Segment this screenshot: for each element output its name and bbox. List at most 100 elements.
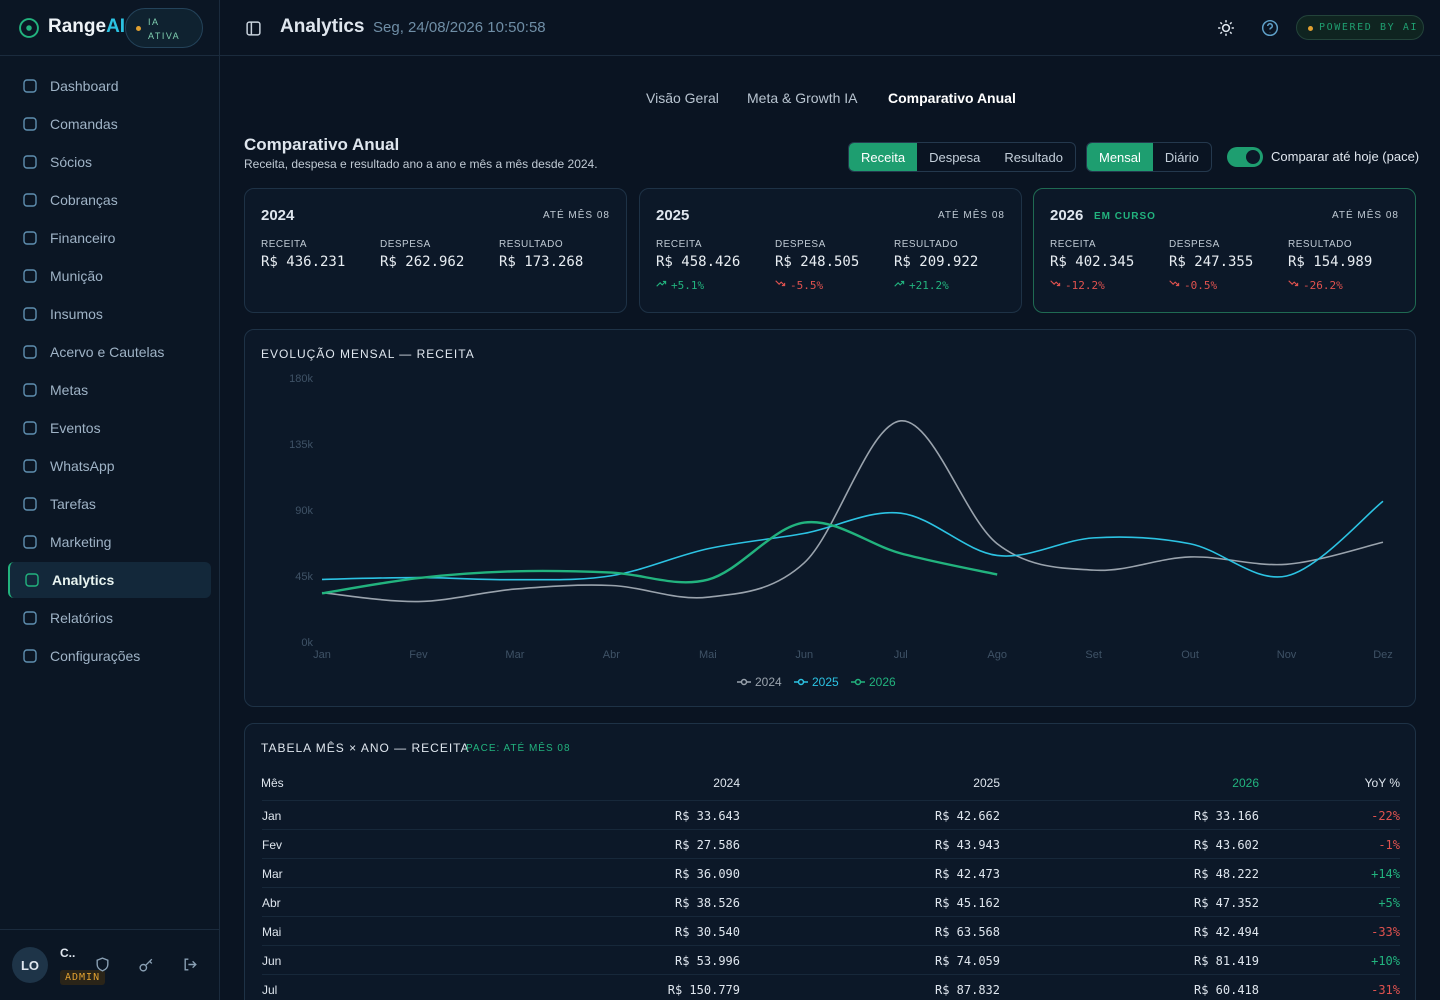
pace-switch[interactable] — [1227, 147, 1263, 167]
column-header: 2025 — [973, 776, 1000, 790]
icon — [23, 269, 37, 283]
icon — [1050, 280, 1061, 287]
metric-value: R$ 173.268 — [499, 254, 584, 270]
brand: RangeAI — [48, 16, 125, 38]
icon — [23, 193, 37, 207]
nav-item[interactable]: Insumos — [8, 296, 211, 332]
x-tick-label: Mar — [505, 649, 524, 661]
icon — [894, 280, 905, 287]
nav-item[interactable]: Marketing — [8, 524, 211, 560]
nav-item[interactable]: Acervo e Cautelas — [8, 334, 211, 370]
y-tick-label: 180k — [289, 373, 313, 385]
help-button[interactable] — [1261, 19, 1279, 42]
table-row: Jan R$ 33.643 R$ 42.662 R$ 33.166 -22% — [262, 800, 1400, 829]
legend-label: 2024 — [755, 675, 782, 689]
table-cell: -31% — [1371, 983, 1400, 997]
icon — [1169, 280, 1180, 287]
nav-item[interactable]: Dashboard — [8, 68, 211, 104]
chart-title: EVOLUÇÃO MENSAL — RECEITA — [261, 347, 475, 361]
nav-item[interactable]: Tarefas — [8, 486, 211, 522]
switch-knob — [1246, 150, 1260, 164]
main: Visão Geral Meta & Growth IA Comparativo A… — [220, 56, 1440, 1000]
user-action[interactable] — [182, 956, 199, 978]
x-tick-label: Jul — [894, 649, 908, 661]
nav-item[interactable]: Configurações — [8, 638, 211, 674]
tab[interactable]: Meta & Growth IA — [747, 90, 858, 106]
nav-item[interactable]: Munição — [8, 258, 211, 294]
ai-dot — [1308, 26, 1313, 31]
table-row: Abr R$ 38.526 R$ 45.162 R$ 47.352 +5% — [262, 887, 1400, 916]
metric-label: DESPESA — [775, 239, 826, 250]
x-tick-label: Mai — [699, 649, 717, 661]
icon — [184, 958, 197, 971]
nav-item[interactable]: WhatsApp — [8, 448, 211, 484]
icon — [23, 383, 37, 397]
y-tick-label: 45k — [295, 571, 313, 583]
nav-item[interactable]: Sócios — [8, 144, 211, 180]
metric-option[interactable]: Despesa — [929, 149, 981, 165]
nav-item[interactable]: Cobranças — [8, 182, 211, 218]
theme-button[interactable] — [1217, 19, 1235, 42]
series-line — [321, 520, 998, 595]
metric-option[interactable]: Resultado — [1004, 149, 1063, 165]
table-panel: TABELA MÊS × ANO — RECEITA PACE: ATÉ MÊS … — [244, 723, 1416, 1000]
nav-label: Marketing — [50, 534, 112, 550]
nav-item[interactable]: Relatórios — [8, 600, 211, 636]
user-name: C.. — [60, 946, 76, 960]
icon — [775, 280, 786, 287]
user-action[interactable] — [94, 956, 111, 978]
nav-label: Eventos — [50, 420, 101, 436]
nav-item[interactable]: Metas — [8, 372, 211, 408]
tab[interactable]: Comparativo Anual — [888, 90, 1016, 106]
nav-label: WhatsApp — [50, 458, 115, 474]
metric-value: R$ 247.355 — [1169, 254, 1254, 270]
metric-change: -26.2% — [1288, 278, 1343, 292]
table-cell: R$ 48.222 — [1193, 867, 1259, 881]
table-cell: R$ 27.586 — [674, 838, 740, 852]
card-period: ATÉ MÊS 08 — [1331, 210, 1399, 221]
table-cell: +5% — [1378, 896, 1400, 910]
nav-item[interactable]: Eventos — [8, 410, 211, 446]
metric-label: RESULTADO — [1288, 239, 1353, 250]
period-option[interactable]: Diário — [1164, 149, 1199, 165]
nav-item[interactable]: Comandas — [8, 106, 211, 142]
x-tick-label: Jun — [795, 649, 813, 661]
table-cell: Mar — [262, 867, 283, 881]
year-card: 2026 EM CURSO ATÉ MÊS 08 RECEITA R$ 402.345 -… — [1033, 188, 1416, 313]
metric-option[interactable]: Receita — [849, 143, 918, 171]
nav-label: Comandas — [50, 116, 118, 132]
change-text: -12.2% — [1065, 279, 1105, 292]
metric-label: RECEITA — [656, 239, 703, 250]
metric-change: -12.2% — [1050, 278, 1105, 292]
nav-item[interactable]: Analytics — [8, 562, 211, 598]
table-cell: R$ 38.526 — [674, 896, 740, 910]
table-row: Mai R$ 30.540 R$ 63.568 R$ 42.494 -33% — [262, 916, 1400, 945]
nav-label: Configurações — [50, 648, 141, 664]
x-tick-label: Ago — [987, 649, 1007, 661]
status-badge: IA ATIVA — [125, 8, 203, 48]
card-period: ATÉ MÊS 08 — [542, 210, 610, 221]
table-cell: -33% — [1371, 925, 1400, 939]
table-cell: R$ 45.162 — [934, 896, 1000, 910]
nav-label: Analytics — [52, 572, 115, 588]
icon — [139, 958, 153, 972]
legend-label: 2025 — [812, 675, 839, 689]
period-option[interactable]: Mensal — [1087, 143, 1153, 171]
year-card: 2024 ATÉ MÊS 08 RECEITA R$ 436.231 DESPESA R$… — [244, 188, 627, 313]
logo — [18, 17, 40, 44]
table-cell: R$ 63.568 — [934, 925, 1000, 939]
sidebar-toggle[interactable] — [245, 20, 262, 42]
column-header: 2026 — [1232, 776, 1259, 790]
icon — [25, 573, 39, 587]
nav-item[interactable]: Financeiro — [8, 220, 211, 256]
table-header: Mês 2024 2025 2026 YoY % — [245, 768, 1415, 797]
icon — [23, 231, 37, 245]
section-subtitle: Receita, despesa e resultado ano a ano e… — [244, 157, 598, 171]
metric-change: -0.5% — [1169, 278, 1217, 292]
user-action[interactable] — [138, 956, 155, 978]
ai-badge: POWERED BY AI — [1296, 15, 1424, 40]
nav-label: Insumos — [50, 306, 103, 322]
pace-label: Comparar até hoje (pace) — [1271, 149, 1420, 164]
x-tick-label: Fev — [409, 649, 428, 661]
tab[interactable]: Visão Geral — [646, 90, 719, 106]
